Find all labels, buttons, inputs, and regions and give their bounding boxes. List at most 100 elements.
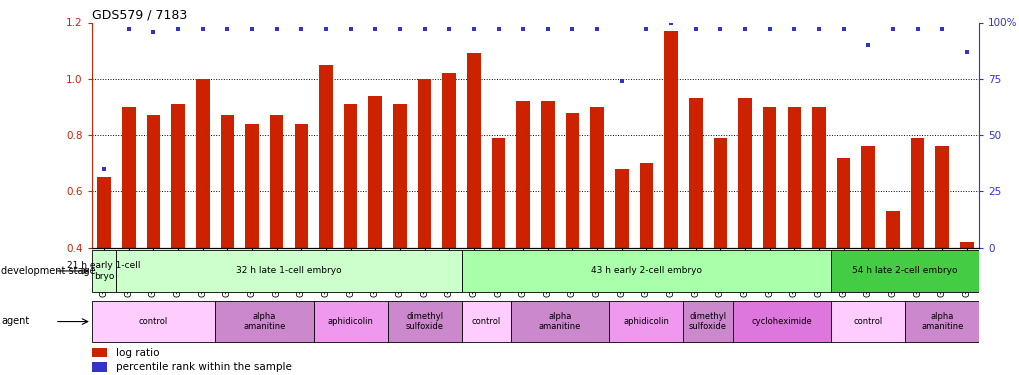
Bar [830,301,905,342]
Bar [418,79,431,360]
Point [835,26,851,32]
Bar [663,31,678,360]
Bar [319,64,332,360]
Text: control: control [139,317,168,326]
Bar [270,116,283,360]
Point [466,26,482,32]
Text: alpha
amanitine: alpha amanitine [920,312,963,331]
Point [318,26,334,32]
Bar [566,112,579,360]
Point [958,49,974,55]
Bar [830,250,978,292]
Bar [608,301,683,342]
Point [761,26,777,32]
Text: 21 h early 1-cell
bryo: 21 h early 1-cell bryo [67,261,141,280]
Point [120,26,137,32]
Bar [392,104,407,360]
Point [564,26,580,32]
Bar [590,107,603,360]
Bar [540,101,554,360]
Text: alpha
amanitine: alpha amanitine [538,312,581,331]
Text: cycloheximide: cycloheximide [751,317,811,326]
Text: 54 h late 2-cell embryo: 54 h late 2-cell embryo [852,266,957,275]
Point [638,26,654,32]
Point [515,26,531,32]
Text: dimethyl
sulfoxide: dimethyl sulfoxide [406,312,443,331]
Point [440,26,457,32]
Bar [215,301,314,342]
Point [416,26,432,32]
Point [391,26,408,32]
Point [588,26,604,32]
Text: agent: agent [1,316,30,326]
Bar [910,138,923,360]
Point [292,26,309,32]
Bar [92,301,215,342]
Bar [92,362,107,372]
Bar [294,124,308,360]
Point [490,26,506,32]
Bar [196,79,209,360]
Point [244,26,260,32]
Bar [688,99,702,360]
Bar [738,99,751,360]
Bar [92,250,116,292]
Point [539,26,555,32]
Point [711,26,728,32]
Bar [92,348,107,357]
Bar [343,104,357,360]
Bar [314,301,387,342]
Bar [836,158,850,360]
Point [342,26,359,32]
Bar [116,250,461,292]
Bar [368,96,382,360]
Point [933,26,950,32]
Bar [787,107,800,360]
Text: control: control [471,317,500,326]
Point [145,28,161,34]
Text: aphidicolin: aphidicolin [327,317,373,326]
Bar [934,146,948,360]
Text: development stage: development stage [1,267,96,276]
Point [859,42,875,48]
Bar [387,301,461,342]
Point [909,26,925,32]
Text: control: control [853,317,882,326]
Text: 32 h late 1-cell embryo: 32 h late 1-cell embryo [236,266,341,275]
Point [367,26,383,32]
Point [268,26,284,32]
Point [736,26,752,32]
Bar [762,107,775,360]
Text: alpha
amanitine: alpha amanitine [243,312,285,331]
Point [613,78,630,84]
Bar [97,177,111,360]
Bar [442,73,455,360]
Point [96,166,112,172]
Bar [516,101,530,360]
Bar [639,163,652,360]
Point [662,20,679,26]
Bar [732,301,830,342]
Point [195,26,211,32]
Bar [245,124,259,360]
Point [170,26,186,32]
Point [786,26,802,32]
Point [810,26,826,32]
Point [219,26,235,32]
Point [687,26,703,32]
Bar [220,116,234,360]
Bar [491,138,504,360]
Bar [122,107,136,360]
Text: GDS579 / 7183: GDS579 / 7183 [92,8,186,21]
Point [883,26,900,32]
Bar [171,104,184,360]
Text: aphidicolin: aphidicolin [623,317,668,326]
Bar [886,211,899,360]
Bar [811,107,825,360]
Bar [462,250,830,292]
Bar [905,301,978,342]
Bar [462,301,511,342]
Bar [511,301,609,342]
Bar [861,146,874,360]
Bar [467,54,480,360]
